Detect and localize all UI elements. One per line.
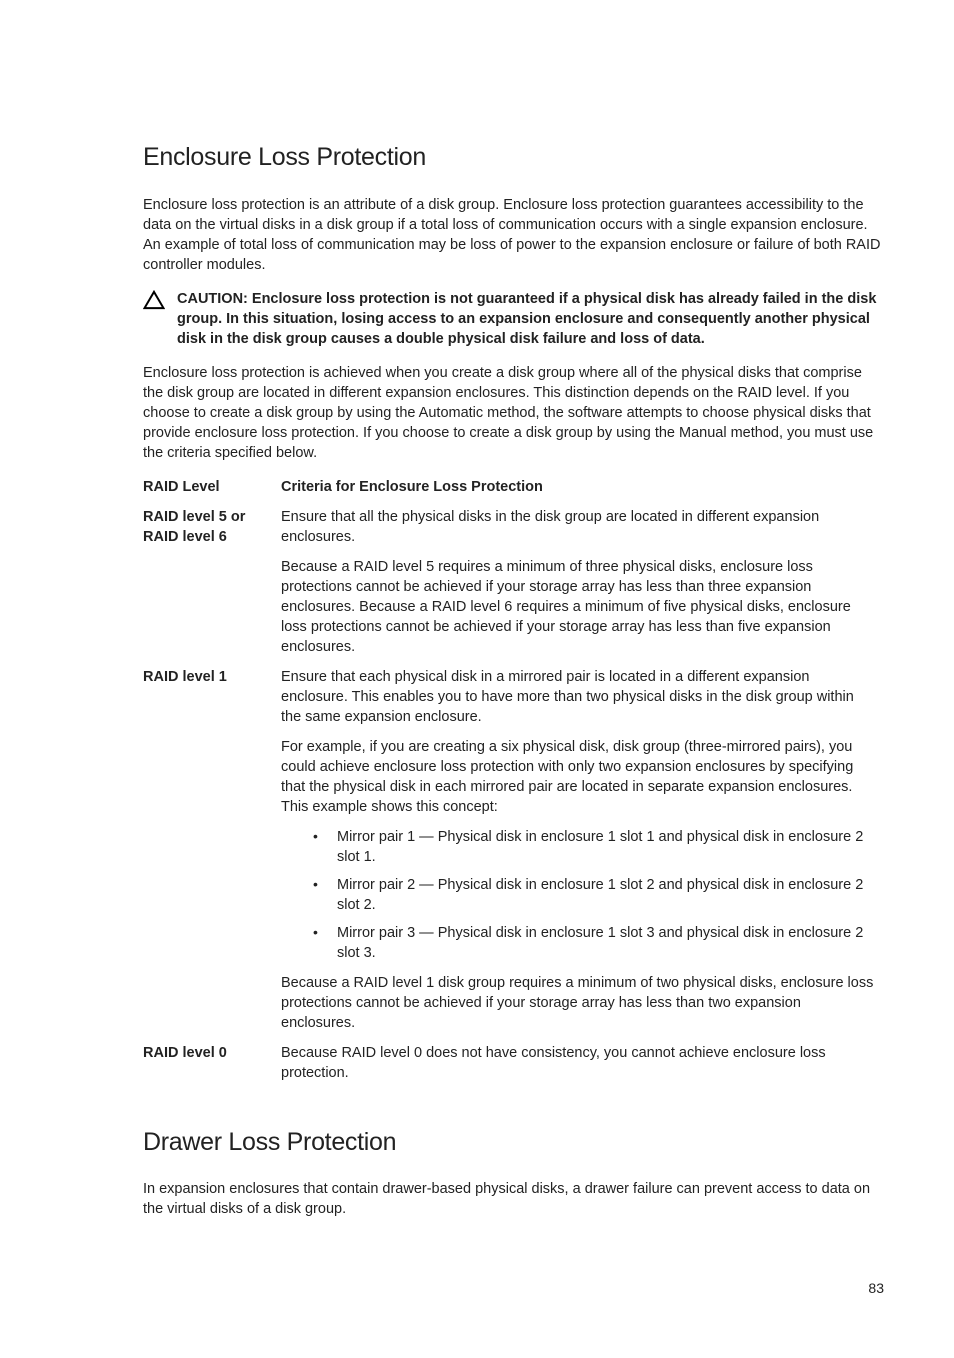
mirror-pair-list: Mirror pair 1 — Physical disk in enclosu…: [281, 827, 874, 963]
raid-level-cell: RAID level 5 or RAID level 6: [143, 507, 281, 667]
document-page: Enclosure Loss Protection Enclosure loss…: [0, 0, 954, 1358]
paragraph: Ensure that all the physical disks in th…: [281, 507, 874, 547]
table-row: RAID level 1 Ensure that each physical d…: [143, 667, 884, 1043]
table-header-row: RAID Level Criteria for Enclosure Loss P…: [143, 477, 884, 507]
column-header-raid-level: RAID Level: [143, 477, 281, 507]
criteria-table: RAID Level Criteria for Enclosure Loss P…: [143, 477, 884, 1093]
criteria-cell: Ensure that all the physical disks in th…: [281, 507, 884, 667]
list-item: Mirror pair 1 — Physical disk in enclosu…: [313, 827, 874, 867]
paragraph: Enclosure loss protection is an attribut…: [143, 195, 884, 275]
caution-triangle-icon: [143, 290, 165, 310]
heading-enclosure-loss-protection: Enclosure Loss Protection: [143, 140, 884, 175]
page-number: 83: [143, 1279, 884, 1298]
raid-level-cell: RAID level 1: [143, 667, 281, 1043]
paragraph: In expansion enclosures that contain dra…: [143, 1179, 884, 1219]
caution-block: CAUTION: Enclosure loss protection is no…: [143, 289, 884, 349]
paragraph: Because RAID level 0 does not have consi…: [281, 1043, 874, 1083]
paragraph: Ensure that each physical disk in a mirr…: [281, 667, 874, 727]
caution-text: CAUTION: Enclosure loss protection is no…: [177, 289, 884, 349]
criteria-cell: Ensure that each physical disk in a mirr…: [281, 667, 884, 1043]
raid-level-cell: RAID level 0: [143, 1043, 281, 1093]
paragraph: Because a RAID level 5 requires a minimu…: [281, 557, 874, 657]
column-header-criteria: Criteria for Enclosure Loss Protection: [281, 477, 884, 507]
paragraph: Because a RAID level 1 disk group requir…: [281, 973, 874, 1033]
heading-drawer-loss-protection: Drawer Loss Protection: [143, 1125, 884, 1160]
paragraph: Enclosure loss protection is achieved wh…: [143, 363, 884, 463]
list-item: Mirror pair 2 — Physical disk in enclosu…: [313, 875, 874, 915]
table-row: RAID level 0 Because RAID level 0 does n…: [143, 1043, 884, 1093]
list-item: Mirror pair 3 — Physical disk in enclosu…: [313, 923, 874, 963]
paragraph: For example, if you are creating a six p…: [281, 737, 874, 817]
criteria-cell: Because RAID level 0 does not have consi…: [281, 1043, 884, 1093]
table-row: RAID level 5 or RAID level 6 Ensure that…: [143, 507, 884, 667]
